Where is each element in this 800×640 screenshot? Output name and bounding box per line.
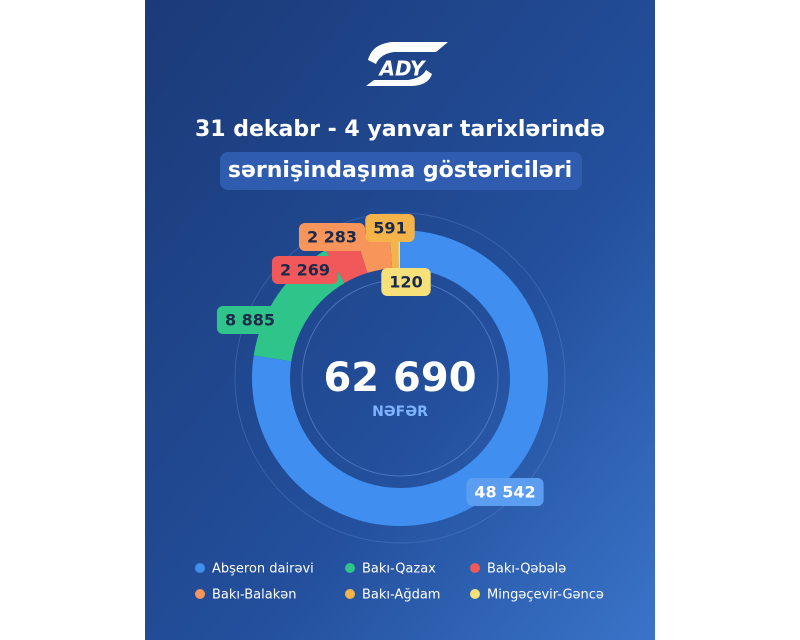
value-label-box [365, 214, 415, 242]
value-label-box [216, 306, 284, 334]
value-label-box [298, 223, 366, 251]
total-value: 62 690 [323, 355, 476, 401]
legend-label: Bakı-Qazax [362, 562, 436, 577]
legend: Abşeron dairəvi Bakı-Qazax Bakı-Qəbələ Bakı… [195, 562, 604, 603]
logo: ADY [366, 42, 448, 86]
legend-label: Abşeron dairəvi [212, 562, 314, 577]
legend-label: Bakı-Qəbələ [487, 562, 566, 577]
value-label: 8 885 [225, 311, 275, 330]
legend-swatch [195, 563, 205, 573]
outer-ring [234, 212, 566, 544]
legend-swatch [195, 589, 205, 599]
value-label: 591 [373, 219, 406, 238]
logo-text: ADY [377, 57, 427, 81]
legend-label: Bakı-Ağdam [362, 588, 440, 603]
value-label: 2 283 [307, 228, 357, 247]
value-label-box [381, 268, 431, 296]
value-label-box [466, 478, 544, 506]
legend-swatch [345, 589, 355, 599]
total-unit: NƏFƏR [372, 404, 428, 420]
legend-swatch [470, 563, 480, 573]
subtitle-pill [220, 152, 582, 190]
value-label: 120 [389, 273, 422, 292]
value-label: 2 269 [280, 261, 330, 280]
value-labels: 48 542 8 885 2 269 2 283 591 120 [216, 214, 544, 506]
legend-swatch [345, 563, 355, 573]
value-label-box [271, 256, 339, 284]
chart-subtitle: sərnişindaşıma göstəriciləri [228, 158, 572, 183]
chart-title: 31 dekabr - 4 yanvar tarixlərində [195, 117, 605, 142]
legend-swatch [470, 589, 480, 599]
value-label: 48 542 [474, 483, 535, 502]
legend-label: Mingəçevir-Gəncə [487, 588, 604, 603]
legend-label: Bakı-Balakən [212, 588, 296, 603]
